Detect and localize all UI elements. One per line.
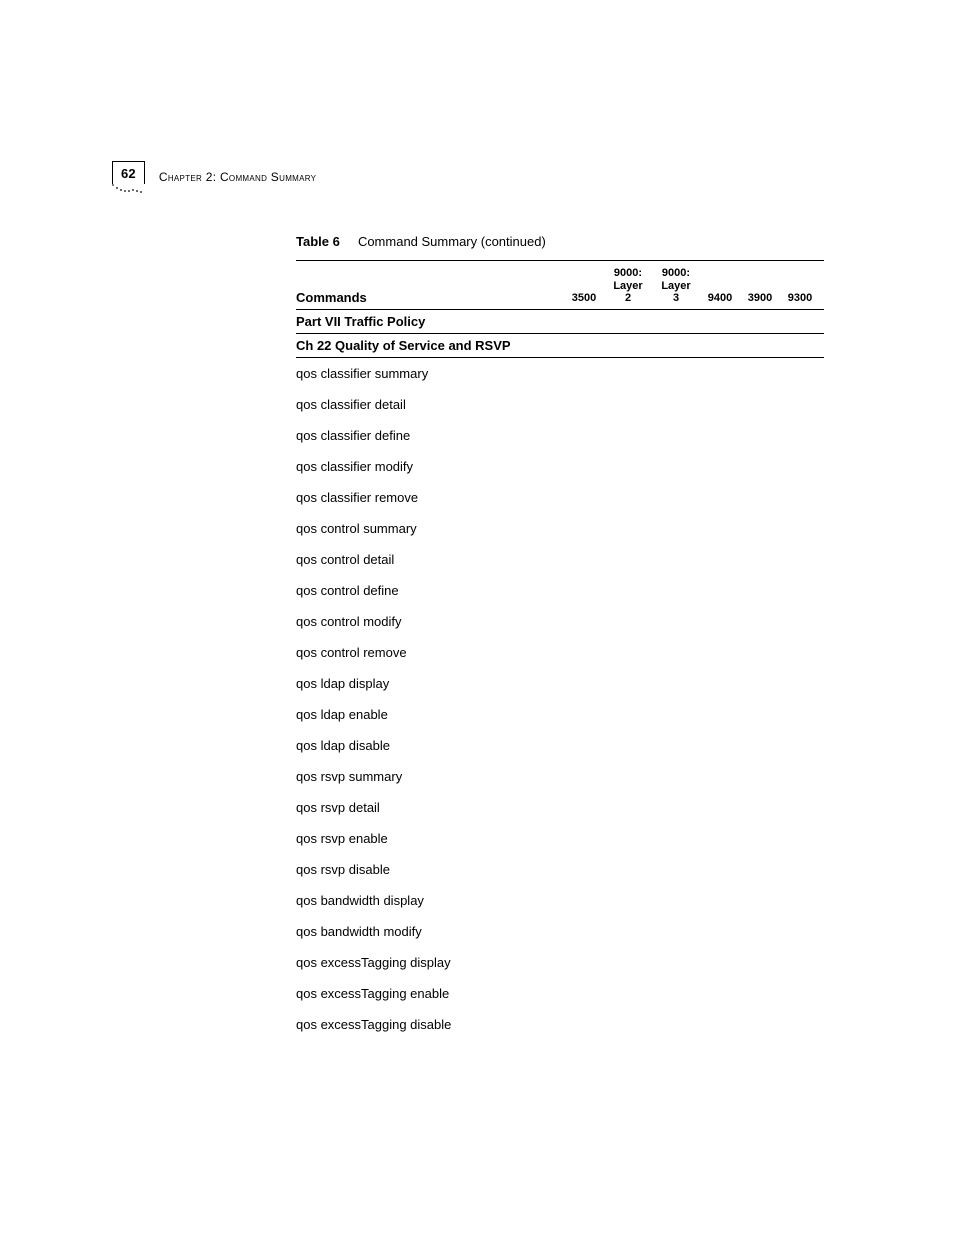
col-header-commands: Commands: [296, 290, 564, 305]
page-number: 62: [112, 161, 145, 184]
table-row: qos classifier remove: [296, 482, 824, 513]
col-header-9000-layer3: 9000: Layer 3: [652, 267, 700, 305]
col-header-9300: 9300: [780, 292, 820, 305]
col-header-3900: 3900: [740, 292, 780, 305]
table-row: qos control remove: [296, 637, 824, 668]
table-row: qos classifier summary: [296, 358, 824, 389]
table-row: qos classifier define: [296, 420, 824, 451]
col-header-9000-l3-line3: 3: [673, 292, 679, 304]
running-header: 62 Chapter 2: Command Summary: [112, 160, 894, 184]
table-caption-text: Command Summary (continued): [358, 234, 546, 249]
table-header-row: Commands 3500 9000: Layer 2 9000: Layer …: [296, 261, 824, 310]
page-number-text: 62: [121, 166, 136, 181]
table-row: qos classifier detail: [296, 389, 824, 420]
decorative-dots-icon: [112, 184, 148, 194]
table-row: qos bandwidth display: [296, 885, 824, 916]
col-header-3500: 3500: [564, 292, 604, 305]
table-row: qos control modify: [296, 606, 824, 637]
table-row: qos ldap display: [296, 668, 824, 699]
table-row: qos control detail: [296, 544, 824, 575]
table-row: qos ldap enable: [296, 699, 824, 730]
table-row: qos rsvp detail: [296, 792, 824, 823]
chapter-title: Chapter 2: Command Summary: [159, 170, 316, 184]
section-chapter: Ch 22 Quality of Service and RSVP: [296, 334, 824, 358]
col-header-9000-layer2: 9000: Layer 2: [604, 267, 652, 305]
col-header-9400: 9400: [700, 292, 740, 305]
table-row: qos ldap disable: [296, 730, 824, 761]
table-caption: Table 6 Command Summary (continued): [296, 234, 546, 249]
table-row: qos control define: [296, 575, 824, 606]
table-row: qos rsvp enable: [296, 823, 824, 854]
col-header-9000-l2-line3: 2: [625, 292, 631, 304]
page: 62 Chapter 2: Command Summary Table 6 Co…: [0, 0, 954, 1235]
table-row: qos bandwidth modify: [296, 916, 824, 947]
table-row: qos control summary: [296, 513, 824, 544]
table-row: qos excessTagging disable: [296, 1009, 824, 1040]
col-header-9000-l3-line1: 9000:: [662, 267, 690, 279]
table-caption-label: Table 6: [296, 234, 340, 249]
table-row: qos excessTagging display: [296, 947, 824, 978]
col-header-9000-l2-line2: Layer: [613, 280, 642, 292]
section-part: Part VII Traffic Policy: [296, 310, 824, 334]
col-header-9000-l3-line2: Layer: [661, 280, 690, 292]
table-row: qos classifier modify: [296, 451, 824, 482]
table-row: qos rsvp disable: [296, 854, 824, 885]
col-header-9000-l2-line1: 9000:: [614, 267, 642, 279]
table-row: qos excessTagging enable: [296, 978, 824, 1009]
command-table: Commands 3500 9000: Layer 2 9000: Layer …: [296, 260, 824, 1040]
table-row: qos rsvp summary: [296, 761, 824, 792]
